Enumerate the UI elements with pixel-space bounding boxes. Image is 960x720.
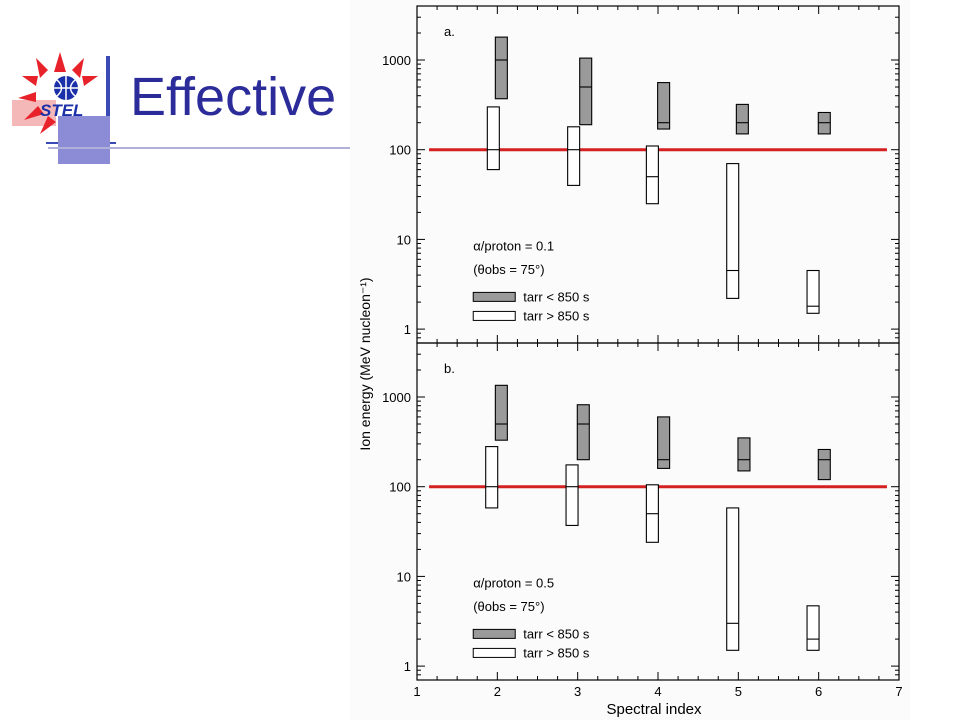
x-tick-label: 5 — [735, 684, 742, 699]
annotation-ratio: α/proton = 0.5 — [473, 576, 554, 591]
range-bar-open — [485, 446, 499, 509]
legend-label-filled: tarr < 850 s — [523, 626, 590, 641]
logo-accent-block — [58, 116, 110, 164]
panel-label: a. — [444, 24, 455, 39]
slide-title: Effective — [130, 67, 337, 127]
range-bar-filled — [494, 36, 508, 100]
y-tick-label: 1000 — [382, 53, 411, 68]
y-axis-label: Ion energy (MeV nucleon⁻¹) — [357, 277, 373, 450]
x-tick-label: 6 — [815, 684, 822, 699]
x-tick-label: 3 — [574, 684, 581, 699]
annotation-ratio: α/proton = 0.1 — [473, 239, 554, 254]
range-bar-open — [726, 163, 740, 299]
range-bar-open — [726, 507, 740, 651]
x-tick-label: 7 — [895, 684, 902, 699]
panel-a: 1 10 100 1000 a. α/proton = 0.1 (θobs = 75°) ta… — [382, 5, 900, 344]
range-bar-open — [486, 106, 500, 171]
range-bar-filled — [657, 416, 671, 469]
y-tick-label: 1 — [404, 659, 411, 674]
legend-swatch-open — [472, 647, 516, 658]
legend-swatch-open — [472, 310, 516, 321]
logo-accent-vertical — [106, 56, 110, 164]
range-bar-filled — [579, 57, 593, 126]
range-bar-filled — [576, 404, 590, 461]
range-bar-open — [565, 464, 579, 526]
legend-label-open: tarr > 850 s — [523, 308, 590, 323]
figure-background — [350, 0, 910, 720]
panel-label: b. — [444, 361, 455, 376]
annotation-angle: (θobs = 75°) — [473, 599, 544, 614]
y-tick-label: 1 — [404, 322, 411, 337]
range-bar-open — [806, 605, 820, 651]
legend-label-filled: tarr < 850 s — [523, 289, 590, 304]
range-bar-filled — [735, 103, 749, 135]
range-bar-filled — [817, 448, 831, 481]
x-tick-label: 2 — [494, 684, 501, 699]
stel-logo: STEL — [12, 52, 116, 144]
legend-swatch-filled — [472, 628, 516, 639]
figure: Ion energy (MeV nucleon⁻¹) 1 10 100 1000 a. α… — [350, 0, 910, 720]
y-tick-label: 100 — [389, 143, 411, 158]
x-tick-label: 4 — [654, 684, 661, 699]
y-tick-label: 100 — [389, 480, 411, 495]
range-bar-open — [645, 145, 659, 205]
legend-swatch-filled — [472, 291, 516, 302]
logo-text: STEL — [40, 101, 83, 120]
legend-label-open: tarr > 850 s — [523, 645, 590, 660]
logo-accent-line — [48, 147, 358, 149]
x-axis-label: Spectral index — [606, 701, 702, 718]
y-tick-label: 10 — [397, 569, 411, 584]
panel-b: 1 10 100 1000 1 2 3 4 5 6 7 b. α/proton = 0.5 (θobs =… — [382, 342, 903, 699]
range-bar-filled — [657, 82, 671, 130]
range-bar-open — [806, 269, 820, 314]
y-tick-label: 10 — [397, 232, 411, 247]
x-tick-label: 1 — [413, 684, 420, 699]
range-bar-open — [567, 126, 581, 186]
y-tick-label: 1000 — [382, 390, 411, 405]
range-bar-filled — [737, 437, 751, 472]
range-bar-filled — [494, 384, 508, 441]
annotation-angle: (θobs = 75°) — [473, 262, 544, 277]
sun-rays-icon — [18, 52, 98, 134]
